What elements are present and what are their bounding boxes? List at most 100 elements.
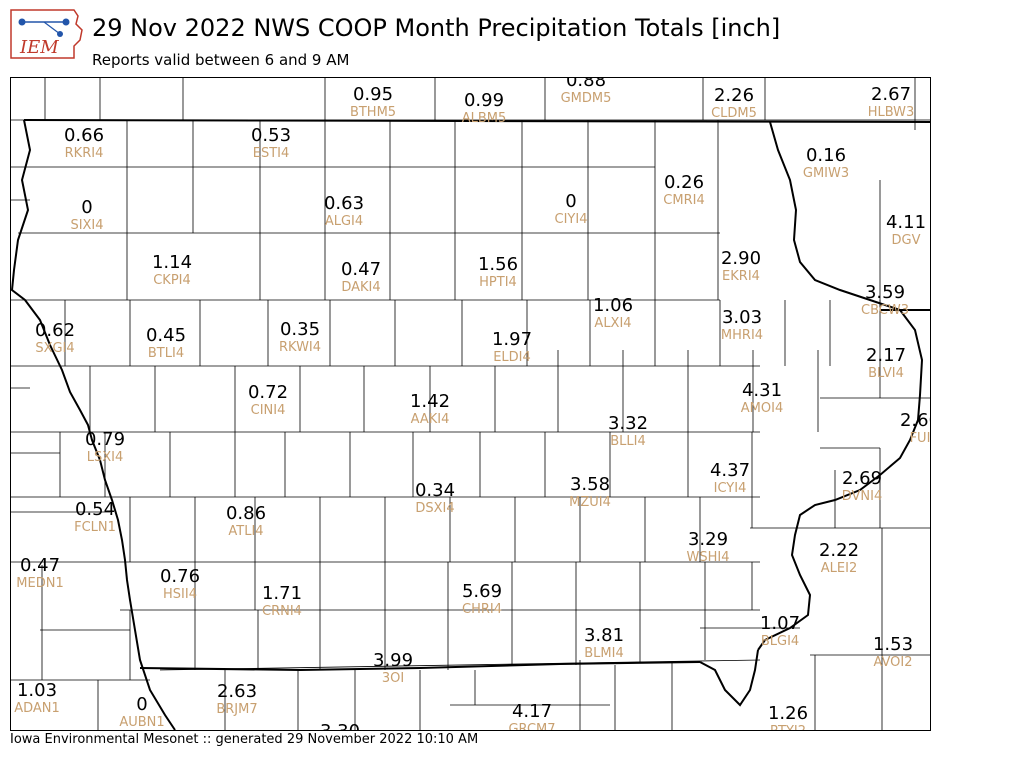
station-value: 0.79 (85, 429, 125, 450)
station-value: 0.35 (280, 319, 320, 340)
station-id: CHRI4 (462, 602, 502, 617)
station-value: 3.99 (373, 650, 413, 671)
station-id: LSXI4 (87, 450, 124, 465)
station-id: BTLI4 (148, 346, 184, 361)
station-value: 2.63 (217, 681, 257, 702)
logo-text: IEM (19, 37, 59, 58)
station-id: BLGI4 (761, 634, 799, 649)
station-id: RKRI4 (65, 146, 104, 161)
station-id: RTYI2 (770, 724, 806, 731)
station-value: 1.71 (262, 583, 302, 604)
station-id: SXGI4 (35, 341, 74, 356)
station-value: 3.29 (688, 529, 728, 550)
map-frame (10, 77, 931, 731)
map-subtitle: Reports valid between 6 and 9 AM (92, 51, 350, 69)
station-id: BTHM5 (350, 105, 396, 120)
station-id: CKPI4 (153, 273, 191, 288)
station-id: ICYI4 (714, 481, 747, 496)
station-id: AMOI4 (741, 401, 783, 416)
station-value: 0 (565, 191, 576, 212)
station-value: 4.31 (742, 380, 782, 401)
station-id: ESTI4 (253, 146, 290, 161)
station-value: 1.53 (873, 634, 913, 655)
station-value: 2.90 (721, 248, 761, 269)
station-value: 0.16 (806, 145, 846, 166)
station-value: 2.22 (819, 540, 859, 561)
station-value: 2.26 (714, 85, 754, 106)
station-value: 0.54 (75, 499, 115, 520)
station-id: DSXI4 (415, 501, 454, 516)
county-boundaries (10, 77, 930, 730)
station-id: CIYI4 (555, 212, 588, 227)
station-id: ALEI2 (821, 561, 857, 576)
station-value: 2.67 (871, 84, 911, 105)
station-id: MZUI4 (569, 495, 611, 510)
station-id: HLBW3 (868, 105, 915, 120)
station-value: 3.03 (722, 307, 762, 328)
station-value: 0.99 (464, 90, 504, 111)
station-id: MHRI4 (721, 328, 763, 343)
station-id: BLLI4 (610, 434, 646, 449)
station-value: 3.81 (584, 625, 624, 646)
station-id: CMRI4 (663, 193, 704, 208)
station-id: MEDN1 (16, 576, 63, 591)
station-value: 0.47 (20, 555, 60, 576)
station-value: 0.47 (341, 259, 381, 280)
state-boundaries (10, 119, 931, 731)
station-value: 2.60 (900, 410, 931, 431)
station-id: GMIW3 (803, 166, 849, 181)
precipitation-map: 0.95 BTHM5 0.99 ALBM5 0.88 GMDM5 2.26 CLDM5 2.67… (10, 77, 931, 731)
station-value: 3.59 (865, 282, 905, 303)
station-id: AAKI4 (411, 412, 450, 427)
station-id: SIXI4 (70, 218, 103, 233)
station-id: HSII4 (163, 587, 197, 602)
station-id: ATLI4 (228, 524, 263, 539)
station-value: 2.69 (842, 468, 882, 489)
station-value: 0.45 (146, 325, 186, 346)
station-id: ELDI4 (493, 350, 531, 365)
station-id: AUBN1 (119, 715, 164, 730)
station-value: 4.11 (886, 212, 926, 233)
station-value: 0.34 (415, 480, 455, 501)
state-border-south (139, 661, 701, 672)
station-value: 1.14 (152, 252, 192, 273)
station-id: ALBM5 (462, 111, 507, 126)
state-border-southeast (699, 649, 759, 707)
station-id: HPTI4 (479, 275, 517, 290)
station-value: 0.88 (566, 77, 606, 91)
station-value: 0.72 (248, 382, 288, 403)
station-marker: 3.30 (320, 721, 360, 731)
station-id: DAKI4 (341, 280, 380, 295)
station-id: WSHI4 (687, 550, 730, 565)
station-id: DGV (892, 233, 921, 248)
station-value: 5.69 (462, 581, 502, 602)
